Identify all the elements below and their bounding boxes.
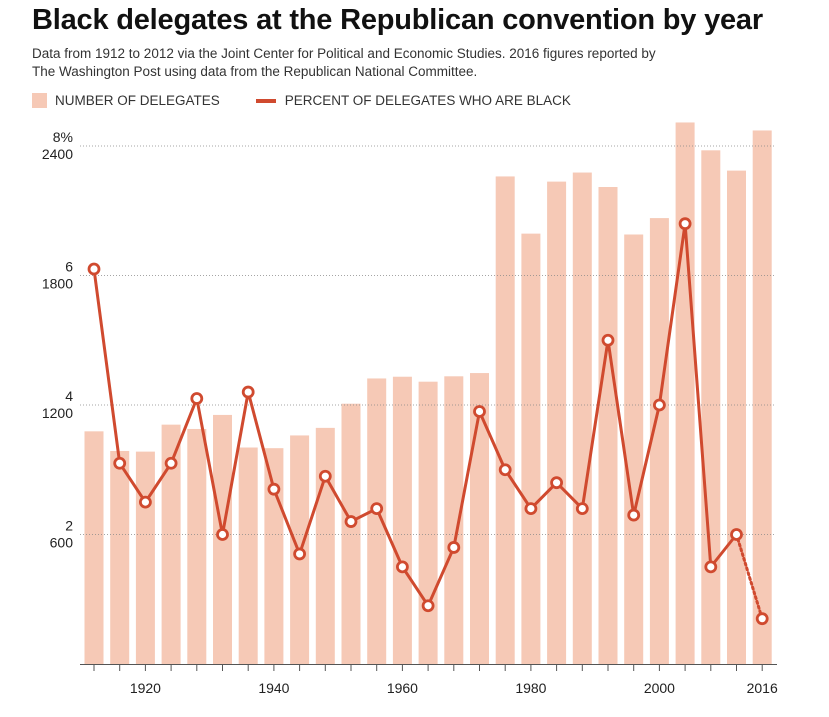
delegates-bar-1964 (418, 381, 438, 664)
legend-item-percent: PERCENT OF DELEGATES WHO ARE BLACK (255, 93, 571, 108)
legend-bar-swatch (32, 93, 47, 108)
percent-point-1996 (627, 508, 641, 522)
percent-point-1984 (550, 476, 563, 490)
delegates-bar-1976 (495, 176, 515, 664)
percent-point-1960 (395, 560, 409, 574)
x-tick-label: 2000 (644, 680, 675, 696)
percent-point-1952 (344, 515, 358, 528)
percent-line (92, 222, 738, 608)
percent-point-2008 (704, 560, 718, 574)
percent-point-2012 (730, 528, 743, 541)
percent-point-2016 (755, 612, 769, 626)
delegates-bar-1956 (367, 378, 387, 664)
percent-point-1976 (498, 463, 512, 477)
delegates-bar-2016 (752, 130, 772, 664)
delegates-bar-1916 (110, 450, 130, 664)
percent-point-1948 (318, 469, 332, 483)
percent-point-1964 (421, 599, 435, 613)
delegates-bar-1992 (598, 187, 618, 664)
x-tick-label: 1980 (515, 680, 546, 696)
percent-point-1956 (370, 502, 384, 516)
y-tick-percent-label: 6 (65, 259, 73, 275)
x-tick-label: 1920 (130, 680, 161, 696)
subtitle-line-1: Data from 1912 to 2012 via the Joint Cen… (32, 46, 656, 61)
delegates-bar-1968 (444, 376, 464, 664)
delegates-bar-1936 (238, 447, 258, 664)
delegates-bar-1996 (624, 234, 644, 664)
legend-item-delegates: NUMBER OF DELEGATES (32, 93, 220, 108)
y-tick-count-label: 1200 (42, 405, 73, 421)
percent-point-1988 (575, 502, 589, 516)
y-tick-percent-label: 2 (65, 518, 73, 534)
delegates-bar-1984 (547, 181, 567, 665)
delegates-bar-2004 (675, 122, 695, 664)
percent-point-1968 (447, 541, 461, 554)
percent-point-1980 (524, 502, 538, 516)
percent-point-1944 (293, 547, 307, 561)
delegates-bar-1912 (84, 431, 104, 664)
y-tick-count-label: 1800 (42, 276, 73, 292)
percent-point-1920 (138, 495, 152, 509)
delegates-bar-1952 (341, 403, 361, 664)
delegates-bar-2008 (701, 150, 721, 665)
percent-point-1912 (87, 262, 101, 276)
delegates-bar-1960 (392, 376, 412, 664)
x-tick-label: 1940 (258, 680, 289, 696)
percent-point-2004 (678, 217, 692, 231)
chart-legend: NUMBER OF DELEGATES PERCENT OF DELEGATES… (32, 93, 607, 108)
percent-point-1928 (190, 392, 204, 405)
delegates-bar-2012 (727, 170, 746, 665)
delegates-bar-1988 (572, 172, 592, 665)
delegates-bar-2000 (649, 218, 669, 665)
y-tick-percent-label: 8% (53, 129, 73, 145)
delegates-bar-1924 (161, 424, 181, 664)
percent-point-1932 (216, 528, 229, 541)
percent-point-1936 (241, 385, 255, 399)
delegates-bar-1928 (187, 428, 207, 664)
percent-point-2000 (653, 398, 666, 412)
percent-point-1940 (267, 482, 281, 496)
delegates-bar-1980 (521, 233, 541, 664)
y-tick-percent-label: 4 (65, 388, 73, 404)
chart-subtitle: Data from 1912 to 2012 via the Joint Cen… (32, 45, 812, 81)
chart-title: Black delegates at the Republican conven… (32, 4, 763, 36)
legend-label-percent: PERCENT OF DELEGATES WHO ARE BLACK (284, 93, 571, 108)
delegates-bar-1972 (470, 373, 489, 664)
percent-point-1916 (113, 456, 127, 470)
y-tick-count-label: 600 (50, 535, 74, 551)
x-tick-label: 1960 (387, 680, 418, 696)
legend-line-swatch (255, 98, 276, 103)
y-tick-count-label: 2400 (42, 146, 73, 162)
percent-point-1992 (601, 333, 615, 347)
percent-point-1924 (164, 456, 178, 470)
percent-line-estimate-segment (735, 533, 764, 621)
percent-point-1972 (473, 405, 486, 418)
x-tick-label: 2016 (747, 680, 778, 696)
delegates-bar-1920 (135, 451, 155, 664)
delegates-bar-1940 (264, 448, 284, 664)
subtitle-line-2: The Washington Post using data from the … (32, 64, 478, 79)
legend-label-delegates: NUMBER OF DELEGATES (55, 93, 220, 108)
delegates-bar-1948 (315, 427, 335, 664)
